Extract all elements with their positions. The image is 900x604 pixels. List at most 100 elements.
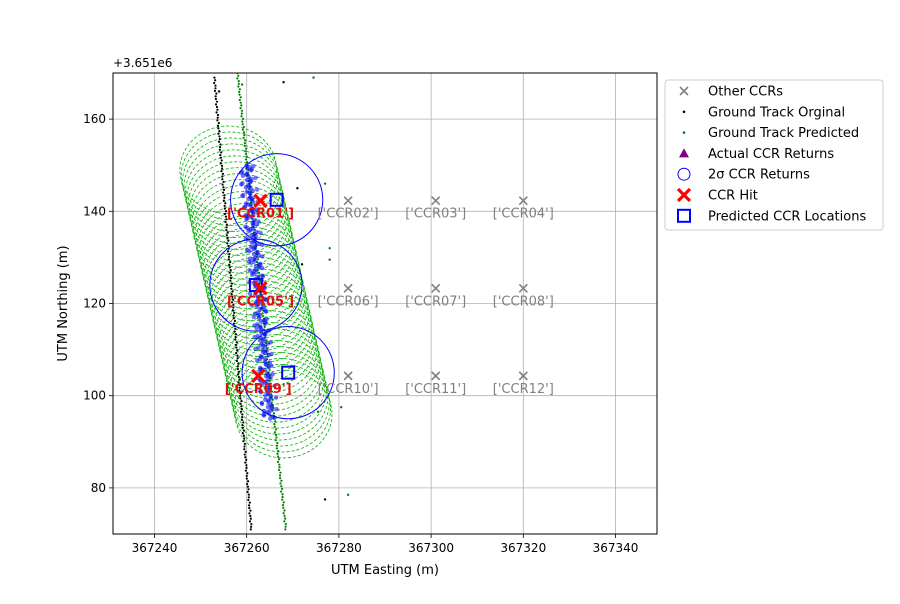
ground-track-original-point	[215, 100, 219, 103]
actual-return-point	[251, 211, 256, 217]
other-ccr-marker	[431, 371, 441, 381]
ground-track-original-point	[233, 311, 236, 314]
ground-track-predicted-point	[237, 82, 240, 85]
ground-track-original-point	[228, 266, 231, 269]
actual-return-point	[267, 416, 273, 421]
ground-track-original-point	[232, 306, 235, 309]
ground-track-original-point	[240, 418, 243, 421]
actual-return-point	[248, 191, 253, 197]
ground-track-predicted-point	[328, 258, 331, 261]
ground-track-original-point	[236, 354, 239, 357]
actual-return-point	[253, 175, 258, 181]
ground-track-original-point	[242, 440, 245, 443]
ccr-hit-stroke	[253, 193, 268, 208]
ground-track-original-point	[249, 525, 253, 528]
ground-track-original-point	[236, 367, 239, 371]
ground-track-original-point	[232, 317, 235, 320]
x-tick-label: 367280	[316, 541, 362, 555]
ground-track-predicted-point	[239, 107, 242, 110]
ground-track-original-point	[218, 137, 221, 141]
ground-track-predicted-point	[240, 115, 243, 118]
other-ccr-stroke	[518, 371, 528, 381]
ground-track-original-point	[219, 162, 222, 165]
ground-track-original-point	[240, 405, 243, 408]
ground-track-original-point	[237, 362, 240, 365]
actual-return-point	[256, 253, 262, 258]
ground-track-original-point	[222, 186, 225, 189]
actual-return-point	[274, 407, 279, 412]
actual-return-point	[255, 295, 261, 301]
ground-track-original-point	[243, 437, 246, 440]
ground-track-predicted-point	[283, 509, 286, 512]
ccr-hit-marker	[253, 281, 268, 296]
ground-track-predicted-point	[243, 144, 246, 148]
actual-return-point	[249, 260, 254, 266]
ground-track-original-point	[229, 274, 233, 277]
actual-return-point	[240, 173, 246, 179]
ground-track-original-point	[232, 322, 235, 325]
ground-track-original-point	[238, 389, 241, 392]
actual-return-point	[266, 399, 271, 404]
sigma-circle	[241, 326, 335, 420]
ground-track-original-point	[240, 399, 243, 403]
ground-track-original-point	[226, 242, 229, 245]
ground-track-original-point	[214, 79, 217, 82]
actual-return-point	[247, 268, 252, 273]
ground-track-predicted-point	[279, 482, 282, 485]
y-tick-label: 80	[91, 481, 106, 495]
ccr-hit-marker	[251, 368, 266, 384]
ground-track-predicted-point	[284, 525, 287, 528]
ground-track-predicted-point	[323, 182, 327, 185]
ground-track-predicted-point	[246, 161, 249, 164]
ground-track-original-point	[236, 349, 239, 352]
actual-return-point	[260, 254, 265, 259]
ground-track-original-point	[231, 290, 234, 293]
ground-track-original-point	[249, 517, 252, 520]
legend-label: Actual CCR Returns	[708, 147, 834, 162]
ground-track-original-point	[246, 472, 249, 475]
ccr-label: ['CCR03']	[405, 207, 466, 222]
ground-track-original-point	[228, 263, 231, 266]
actual-return-point	[262, 344, 268, 349]
ground-track-predicted-point	[240, 104, 243, 107]
actual-return-point	[252, 334, 257, 340]
actual-return-point	[266, 364, 271, 369]
ccr-label: ['CCR11']	[405, 382, 466, 397]
ground-track-predicted-point	[268, 368, 271, 372]
ground-track-predicted-point	[278, 466, 281, 469]
ground-track-original-point	[218, 148, 221, 151]
ground-track-predicted-point	[236, 77, 239, 80]
actual-return-point	[270, 371, 275, 377]
ground-track-original-point	[229, 279, 232, 282]
other-ccr-stroke	[343, 371, 353, 381]
x-tick-label: 367300	[408, 541, 454, 555]
ground-track-predicted-point	[284, 522, 287, 526]
ground-track-original-point	[230, 285, 233, 288]
ground-track-predicted-point	[273, 431, 277, 434]
ground-track-predicted-point	[276, 460, 280, 463]
actual-return-point	[252, 258, 257, 263]
ground-track-original-point	[243, 445, 246, 448]
ground-track-original-point	[222, 191, 225, 194]
ground-track-original-point	[225, 228, 228, 232]
ground-track-original-point	[232, 303, 235, 306]
footprint-ellipse	[228, 340, 326, 429]
ground-track-predicted-point	[238, 98, 241, 102]
ground-track-original-point	[234, 338, 237, 341]
ground-track-predicted-point	[245, 155, 249, 158]
ground-track-original-point	[239, 394, 242, 397]
actual-return-point	[249, 240, 254, 245]
ground-track-original-point	[244, 461, 247, 464]
x-axis-label: UTM Easting (m)	[331, 563, 439, 578]
ground-track-predicted-point	[282, 512, 285, 515]
ground-track-predicted-point	[241, 123, 244, 126]
ground-track-original-point	[217, 127, 220, 130]
x-tick-label: 367260	[224, 541, 270, 555]
ground-track-predicted-point	[237, 74, 240, 77]
ccr-label: ['CCR05']	[227, 294, 294, 309]
other-ccr-stroke	[518, 196, 528, 206]
legend-marker-triangle	[679, 148, 689, 158]
actual-return-point	[257, 338, 263, 343]
ground-track-original-point	[225, 223, 229, 226]
